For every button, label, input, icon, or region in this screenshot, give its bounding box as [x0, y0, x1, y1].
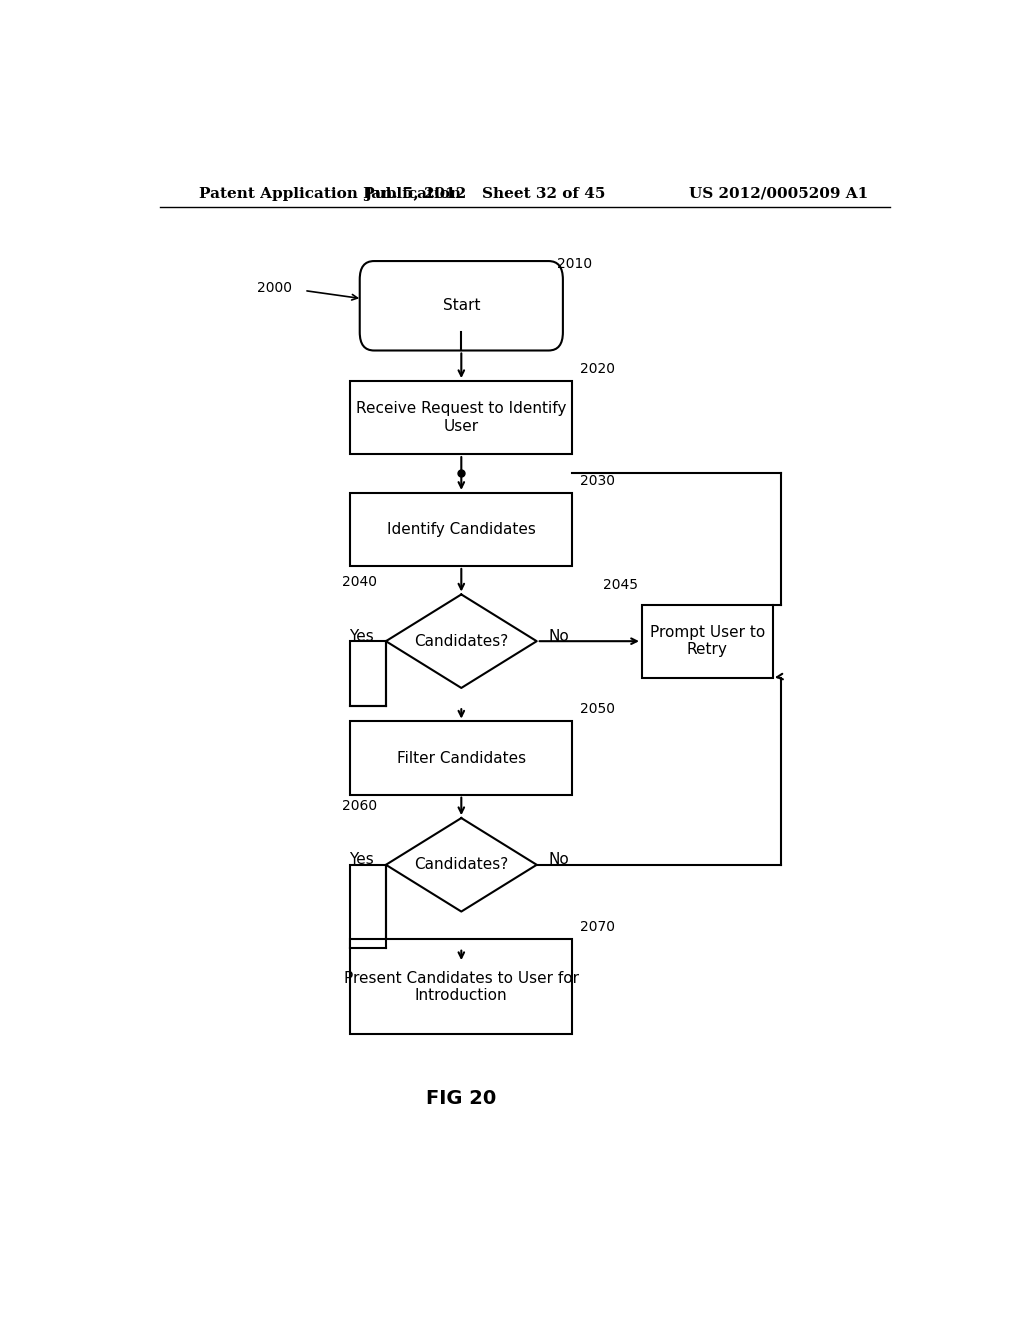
Text: Identify Candidates: Identify Candidates [387, 521, 536, 537]
Text: Yes: Yes [349, 628, 374, 644]
Text: 2040: 2040 [342, 576, 377, 589]
Text: Filter Candidates: Filter Candidates [396, 751, 526, 766]
Text: Prompt User to
Retry: Prompt User to Retry [649, 624, 765, 657]
Text: 2070: 2070 [581, 920, 615, 935]
Text: Receive Request to Identify
User: Receive Request to Identify User [356, 401, 566, 434]
FancyBboxPatch shape [359, 261, 563, 351]
Text: Patent Application Publication: Patent Application Publication [200, 187, 462, 201]
Bar [350, 940, 572, 1035]
Text: 2030: 2030 [581, 474, 615, 487]
Text: Present Candidates to User for
Introduction: Present Candidates to User for Introduct… [344, 970, 579, 1003]
Text: 2020: 2020 [581, 362, 615, 376]
Text: US 2012/0005209 A1: US 2012/0005209 A1 [689, 187, 868, 201]
Text: Candidates?: Candidates? [414, 634, 509, 648]
Text: No: No [549, 853, 569, 867]
Text: Jan. 5, 2012   Sheet 32 of 45: Jan. 5, 2012 Sheet 32 of 45 [365, 187, 606, 201]
Bar [642, 605, 773, 677]
Text: 2000: 2000 [257, 281, 292, 296]
Text: Candidates?: Candidates? [414, 857, 509, 873]
Bar [350, 865, 386, 948]
Text: 2045: 2045 [603, 578, 638, 593]
Text: Yes: Yes [349, 853, 374, 867]
Text: 2050: 2050 [581, 702, 615, 717]
Polygon shape [386, 594, 537, 688]
Bar [350, 642, 386, 706]
Polygon shape [386, 818, 537, 912]
Text: Start: Start [442, 298, 480, 313]
Text: FIG 20: FIG 20 [426, 1089, 497, 1107]
Bar [350, 381, 572, 454]
Bar [350, 492, 572, 566]
Bar [350, 722, 572, 795]
Text: No: No [549, 628, 569, 644]
Text: 2010: 2010 [557, 257, 592, 271]
Text: 2060: 2060 [342, 799, 378, 813]
